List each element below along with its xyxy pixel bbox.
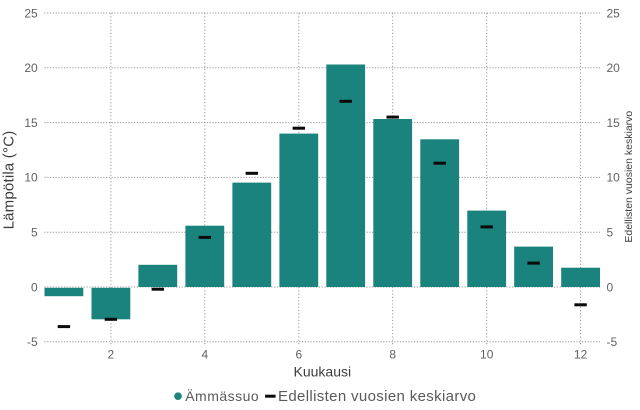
svg-text:-5: -5 (27, 335, 38, 349)
svg-text:10: 10 (480, 348, 494, 362)
svg-text:Edellisten vuosien keskiarvo: Edellisten vuosien keskiarvo (623, 111, 635, 243)
svg-text:12: 12 (574, 348, 588, 362)
svg-text:0: 0 (607, 280, 614, 294)
svg-text:2: 2 (108, 348, 115, 362)
svg-text:15: 15 (24, 116, 38, 130)
svg-text:20: 20 (24, 61, 38, 75)
svg-text:6: 6 (295, 348, 302, 362)
svg-text:0: 0 (31, 280, 38, 294)
svg-text:15: 15 (607, 116, 621, 130)
svg-text:Lämpötila (°C): Lämpötila (°C) (1, 131, 18, 230)
svg-text:10: 10 (24, 171, 38, 185)
svg-text:25: 25 (24, 6, 38, 20)
svg-text:-5: -5 (607, 335, 618, 349)
svg-text:Ämmässuo: Ämmässuo (185, 388, 259, 404)
svg-text:5: 5 (607, 226, 614, 240)
svg-text:Edellisten vuosien keskiarvo: Edellisten vuosien keskiarvo (278, 388, 476, 405)
svg-text:8: 8 (389, 348, 396, 362)
svg-text:5: 5 (31, 226, 38, 240)
svg-text:20: 20 (607, 61, 621, 75)
svg-text:10: 10 (607, 171, 621, 185)
svg-text:4: 4 (201, 348, 208, 362)
svg-text:Kuukausi: Kuukausi (294, 364, 352, 380)
svg-text:25: 25 (607, 6, 621, 20)
